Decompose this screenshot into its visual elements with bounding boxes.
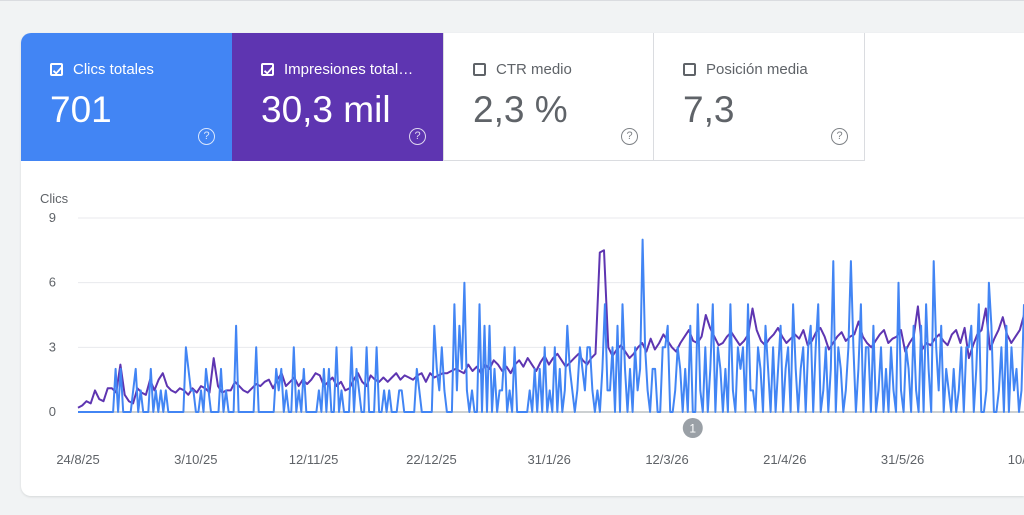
annotation-label: 1 <box>689 422 696 436</box>
y-axis-label: Clics <box>40 191 69 206</box>
annotation-badge[interactable]: 1 <box>682 418 703 438</box>
top-divider <box>0 0 1024 1</box>
y-tick-label: 9 <box>49 210 56 225</box>
clicks-impressions-chart: Clics 0 3 6 9 24/8/25 3/10/25 12/11/25 22/12/25… <box>40 191 1024 467</box>
checkbox-icon-checked[interactable] <box>50 63 63 76</box>
annotation-circle[interactable] <box>682 418 703 438</box>
metric-label: CTR medio <box>496 61 572 78</box>
metric-total-impressions[interactable]: Impresiones total… 30,3 mil ? <box>232 33 443 161</box>
y-tick-label: 0 <box>49 404 56 419</box>
x-tick-label: 21/4/26 <box>763 452 806 467</box>
series-line-impressions <box>77 249 1024 409</box>
metric-label: Clics totales <box>73 61 154 78</box>
x-tick-label: 22/12/25 <box>406 452 457 467</box>
x-tick-label: 31/5/26 <box>881 452 924 467</box>
metric-value: 7,3 <box>683 89 735 130</box>
checkbox-icon-unchecked[interactable] <box>473 63 486 76</box>
x-tick-label: 3/10/25 <box>174 452 217 467</box>
metric-value: 30,3 mil <box>261 89 391 130</box>
series-line-clicks <box>78 238 1024 413</box>
x-tick-label: 31/1/26 <box>528 452 571 467</box>
metric-average-ctr[interactable]: CTR medio 2,3 % ? <box>443 33 654 161</box>
x-tick-label: 24/8/25 <box>56 452 99 467</box>
y-tick-label: 6 <box>49 275 56 290</box>
metric-average-position[interactable]: Posición media 7,3 ? <box>654 33 865 161</box>
help-icon[interactable]: ? <box>409 128 426 145</box>
performance-card: Clics totales 701 ? Impresiones total… 3… <box>21 33 1024 496</box>
checkbox-icon-unchecked[interactable] <box>683 63 696 76</box>
help-icon[interactable]: ? <box>621 128 638 145</box>
metric-label: Impresiones total… <box>284 61 414 78</box>
help-icon[interactable]: ? <box>198 128 215 145</box>
metric-total-clicks[interactable]: Clics totales 701 ? <box>21 33 232 161</box>
x-tick-label: 12/3/26 <box>645 452 688 467</box>
y-tick-label: 3 <box>49 339 56 354</box>
metric-tabs: Clics totales 701 ? Impresiones total… 3… <box>21 33 865 161</box>
x-tick-label: 10/7 <box>1008 452 1024 467</box>
x-tick-label: 12/11/25 <box>289 452 339 467</box>
metric-label: Posición media <box>706 61 808 78</box>
checkbox-icon-checked[interactable] <box>261 63 274 76</box>
metric-value: 701 <box>50 89 112 130</box>
metric-value: 2,3 % <box>473 89 568 130</box>
help-icon[interactable]: ? <box>831 128 848 145</box>
